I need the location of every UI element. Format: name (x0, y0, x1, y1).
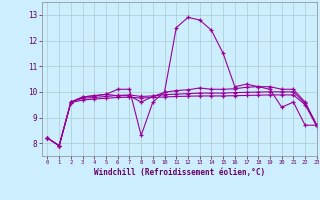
X-axis label: Windchill (Refroidissement éolien,°C): Windchill (Refroidissement éolien,°C) (94, 168, 265, 177)
